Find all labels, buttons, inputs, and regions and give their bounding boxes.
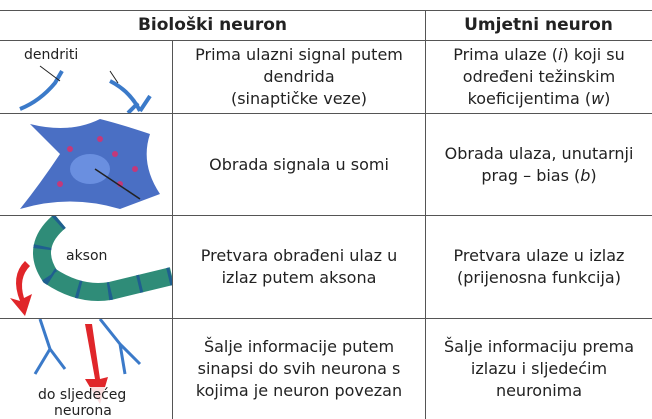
text-segment: neuronima — [495, 381, 583, 400]
text-line: Prima ulazni signal putem — [195, 44, 403, 66]
text-line: sinapsi do svih neurona s — [198, 358, 401, 380]
text-line: kojima je neuron povezan — [196, 380, 402, 402]
synapse-image — [33, 319, 142, 404]
text-line: (prijenosna funkcija) — [457, 267, 621, 289]
text-line: koeficijentima (w) — [468, 88, 611, 110]
text-segment: kojima je neuron povezan — [195, 381, 403, 400]
text-segment: Šalje informacije putem — [203, 337, 395, 356]
text-segment: određeni težinskim — [462, 67, 616, 86]
text-line: Šalje informaciju prema — [444, 336, 634, 358]
text-segment: (prijenosna funkcija) — [457, 268, 621, 287]
text-line: Pretvara ulaze u izlaz — [454, 245, 625, 267]
text-line: Prima ulaze (i) koji su — [453, 44, 625, 66]
text-line: Obrada signala u somi — [209, 154, 389, 176]
rule — [172, 40, 173, 419]
rule — [0, 40, 652, 41]
text-segment: Pretvara obrađeni ulaz u — [200, 246, 398, 265]
table-cell: Šalje informaciju prema izlazu i sljedeći… — [426, 319, 652, 419]
table-cell: Prima ulaze (i) koji su određeni težinski… — [426, 41, 652, 113]
table-cell: Pretvara obrađeni ulaz u izlaz putem akso… — [173, 216, 425, 318]
text-line: Šalje informacije putem — [204, 336, 394, 358]
dendrite-image — [19, 65, 152, 113]
table-cell: Šalje informacije putem sinapsi do svih n… — [173, 319, 425, 419]
image-cell: do sljedećeg neurona — [0, 319, 172, 419]
text-segment: dendrida — [263, 67, 335, 86]
text-line: dendrida — [263, 66, 334, 88]
soma-image — [20, 119, 160, 209]
text-segment: sinapsi do svih neurona s — [197, 359, 401, 378]
text-segment: izlazu i sljedećim — [470, 359, 608, 378]
axon-image — [10, 216, 172, 316]
text-line: Pretvara obrađeni ulaz u — [201, 245, 397, 267]
image-cell: dendriti — [0, 41, 172, 113]
image-label: akson — [66, 248, 108, 264]
header-cell: Biološki neuron — [137, 15, 288, 35]
image-label: neurona — [54, 403, 112, 419]
rule — [0, 10, 652, 11]
text-line: određeni težinskim — [463, 66, 615, 88]
table-cell: Pretvara ulaze u izlaz (prijenosna funkci… — [426, 216, 652, 318]
text-segment: b — [580, 165, 591, 185]
text-line: izlazu i sljedećim — [471, 358, 607, 380]
text-line: (sinaptičke veze) — [231, 88, 367, 110]
text-segment: Prima ulazni signal putem — [195, 45, 403, 64]
table-cell: Obrada ulaza, unutarnji prag – bias (b) — [426, 114, 652, 215]
text-segment: ) — [590, 165, 597, 185]
image-cell: akson — [0, 216, 172, 318]
text-segment: (sinaptičke veze) — [230, 89, 368, 108]
rule — [425, 10, 426, 419]
text-segment: i — [558, 45, 563, 64]
image-cell — [0, 114, 172, 215]
rule — [0, 318, 652, 319]
text-segment: Pretvara ulaze u izlaz — [453, 246, 625, 265]
text-segment: koeficijentima ( — [467, 89, 592, 108]
text-line: neuronima — [496, 380, 582, 402]
text-segment: Prima ulaze ( — [453, 45, 559, 64]
text-segment: Šalje informaciju prema — [443, 337, 634, 356]
image-label: dendriti — [24, 47, 79, 63]
text-segment: Obrada signala u somi — [209, 154, 389, 174]
image-label: do sljedećeg — [38, 387, 127, 403]
table-cell: Obrada signala u somi — [173, 114, 425, 215]
text-line: prag – bias (b) — [481, 165, 596, 187]
text-segment: ) — [604, 89, 611, 108]
header-cell: Umjetni neuron — [464, 15, 613, 35]
text-segment: Obrada ulaza, unutarnji — [444, 143, 634, 163]
text-line: Obrada ulaza, unutarnji — [445, 143, 634, 165]
table-cell: Prima ulazni signal putem dendrida (sinapt… — [173, 41, 425, 113]
rule — [0, 113, 652, 114]
text-segment: prag – bias ( — [481, 165, 581, 185]
rule — [0, 215, 652, 216]
text-segment: izlaz putem aksona — [221, 268, 377, 287]
text-segment: ) koji su — [562, 45, 625, 64]
text-line: izlaz putem aksona — [222, 267, 377, 289]
text-segment: w — [591, 89, 605, 108]
